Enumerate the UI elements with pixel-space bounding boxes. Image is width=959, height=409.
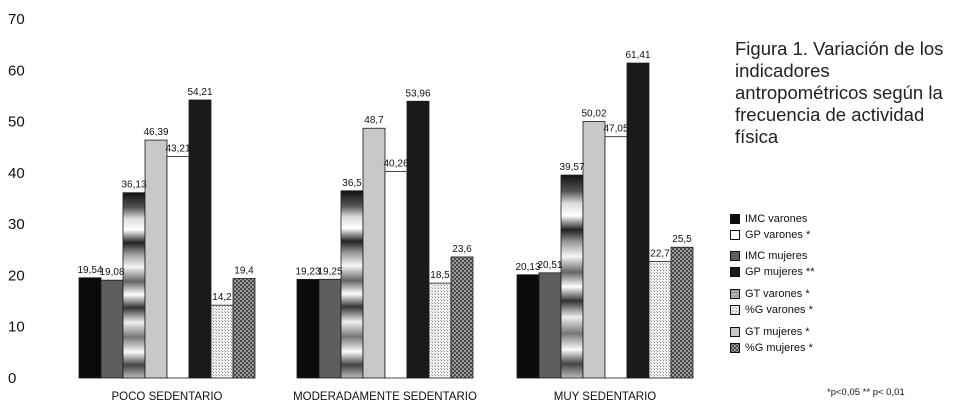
bar-value-label: 39,57 — [559, 162, 584, 173]
x-category-label: MODERADAMENTE SEDENTARIO — [293, 391, 477, 403]
bar — [406, 100, 430, 379]
bar-value-label: 20,51 — [537, 260, 562, 271]
bar — [604, 136, 628, 379]
bar — [144, 139, 168, 379]
bar-value-label: 48,7 — [364, 115, 384, 126]
legend-item: GP mujeres ** — [730, 265, 815, 279]
bar — [384, 171, 408, 379]
bar — [516, 274, 540, 379]
legend-label: GT mujeres * — [745, 326, 810, 338]
bars-layer — [78, 62, 694, 379]
bar — [648, 261, 672, 379]
bar — [210, 304, 234, 379]
bar-value-label: 19,25 — [317, 266, 342, 277]
category-labels-layer: POCO SEDENTARIO MODERADAMENTE SEDENTARIO M… — [112, 391, 657, 403]
bar-value-label: 14,2 — [212, 292, 232, 303]
bar — [166, 155, 190, 379]
legend-item: IMC varones — [730, 212, 807, 226]
legend-item: GP varones * — [730, 228, 810, 242]
legend-label: %G varones * — [745, 304, 813, 316]
legend-swatch — [730, 230, 740, 240]
legend-swatch — [730, 214, 740, 224]
y-axis-ticks: 0 10 20 30 40 50 60 70 — [8, 11, 25, 387]
bar-value-label: 20,13 — [515, 262, 540, 273]
legend-swatch — [730, 267, 740, 277]
legend-label: GP varones * — [745, 229, 811, 241]
bar — [428, 282, 452, 379]
bar — [78, 277, 102, 379]
legend-item: IMC mujeres — [730, 249, 807, 263]
legend-label: GT varones * — [745, 288, 810, 300]
bar-value-label: 50,02 — [581, 108, 606, 119]
legend-label: IMC mujeres — [745, 250, 808, 262]
bar — [450, 256, 474, 379]
bar-value-label: 46,39 — [143, 127, 168, 138]
bar — [188, 99, 212, 379]
bar-value-label: 47,05 — [603, 124, 628, 135]
bar — [340, 190, 364, 379]
bar — [582, 121, 606, 379]
figure-caption: Figura 1. Variación de los indicadores a… — [735, 38, 944, 147]
bar-value-label: 19,08 — [99, 267, 124, 278]
significance-footnote: *p<0,05 ** p< 0,01 — [827, 387, 905, 398]
bar-value-label: 36,5 — [342, 178, 362, 189]
bar — [538, 272, 562, 379]
legend-item: GT mujeres * — [730, 325, 810, 339]
bar — [232, 278, 256, 379]
bar-value-label: 19,4 — [234, 266, 254, 277]
legend-label: IMC varones — [745, 213, 808, 225]
x-category-label: MUY SEDENTARIO — [554, 391, 657, 403]
bar-value-label: 36,13 — [121, 180, 146, 191]
bar — [362, 127, 386, 379]
legend-swatch — [730, 289, 740, 299]
legend-swatch — [730, 251, 740, 261]
bar-value-label: 53,96 — [405, 88, 430, 99]
legend-swatch — [730, 305, 740, 315]
y-tick-label: 10 — [8, 319, 25, 336]
legend-label: %G mujeres * — [745, 342, 813, 354]
legend-swatch — [730, 327, 740, 337]
bar-value-label: 54,21 — [187, 87, 212, 98]
legend-swatch — [730, 343, 740, 353]
bar-value-label: 40,26 — [383, 159, 408, 170]
bar-value-label: 61,41 — [625, 50, 650, 61]
bar — [560, 174, 584, 379]
y-tick-label: 0 — [8, 370, 16, 387]
bar — [670, 246, 694, 379]
bar-value-label: 23,6 — [452, 244, 472, 255]
bar — [122, 192, 146, 379]
y-tick-label: 50 — [8, 114, 25, 131]
bar — [318, 278, 342, 379]
y-tick-label: 20 — [8, 267, 25, 284]
bar-value-label: 19,54 — [77, 265, 102, 276]
y-tick-label: 70 — [8, 11, 25, 28]
legend-item: %G varones * — [730, 303, 813, 317]
bar — [626, 62, 650, 379]
bar — [296, 278, 320, 379]
bar-value-label: 18,5 — [430, 270, 450, 281]
legend-label: GP mujeres ** — [745, 266, 815, 278]
legend-item: GT varones * — [730, 287, 810, 301]
bar-value-label: 19,23 — [295, 266, 320, 277]
bar-value-label: 22,7 — [650, 249, 670, 260]
y-tick-label: 30 — [8, 216, 25, 233]
bar — [100, 279, 124, 379]
y-tick-label: 40 — [8, 165, 25, 182]
x-category-label: POCO SEDENTARIO — [112, 391, 223, 403]
bar-value-label: 25,5 — [672, 234, 692, 245]
legend-item: %G mujeres * — [730, 341, 813, 355]
y-tick-label: 60 — [8, 62, 25, 79]
bar-value-label: 43,21 — [165, 143, 190, 154]
